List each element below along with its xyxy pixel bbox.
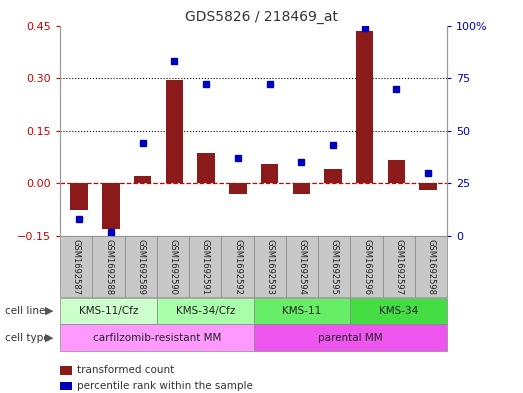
Bar [60,298,157,324]
Bar [254,324,447,351]
Text: GSM1692595: GSM1692595 [330,239,339,295]
Bar [254,236,286,297]
Text: KMS-34/Cfz: KMS-34/Cfz [176,306,235,316]
Text: KMS-11: KMS-11 [282,306,322,316]
Text: GSM1692589: GSM1692589 [137,239,145,295]
Bar [102,183,120,229]
Text: carfilzomib-resistant MM: carfilzomib-resistant MM [93,332,221,343]
Text: ▶: ▶ [46,332,54,343]
Bar [254,298,350,324]
Text: transformed count: transformed count [77,365,174,375]
Text: GSM1692598: GSM1692598 [427,239,436,295]
Bar [134,176,151,183]
Text: KMS-34: KMS-34 [379,306,418,316]
Bar [350,298,447,324]
Text: cell type: cell type [5,332,50,343]
Text: cell line: cell line [5,306,46,316]
Text: ▶: ▶ [46,306,54,316]
Text: KMS-11/Cfz: KMS-11/Cfz [79,306,138,316]
Text: GSM1692587: GSM1692587 [72,239,81,295]
Bar [383,236,415,297]
Bar [197,153,215,183]
Bar [60,324,254,351]
Bar [292,183,310,194]
Text: GSM1692588: GSM1692588 [104,239,113,295]
Text: GSM1692593: GSM1692593 [265,239,274,295]
Bar [157,298,254,324]
Text: percentile rank within the sample: percentile rank within the sample [77,381,253,391]
Text: GSM1692591: GSM1692591 [201,239,210,295]
Text: GSM1692592: GSM1692592 [233,239,242,295]
Bar [124,236,157,297]
Bar [261,164,278,183]
Text: GDS5826 / 218469_at: GDS5826 / 218469_at [185,10,338,24]
Text: parental MM: parental MM [318,332,383,343]
Bar [93,236,124,297]
Bar [60,236,93,297]
Text: GSM1692597: GSM1692597 [394,239,403,295]
Bar [324,169,342,183]
Bar [157,236,189,297]
Bar [189,236,221,297]
Bar [71,183,88,209]
Text: GSM1692590: GSM1692590 [168,239,177,295]
Bar [356,31,373,183]
Text: GSM1692596: GSM1692596 [362,239,371,295]
Bar [350,236,383,297]
Bar [229,183,246,194]
Bar [286,236,318,297]
Bar [221,236,254,297]
Text: GSM1692594: GSM1692594 [298,239,306,295]
Bar [388,160,405,183]
Bar [318,236,350,297]
Bar [415,236,447,297]
Bar [419,183,437,190]
Bar [166,80,183,183]
